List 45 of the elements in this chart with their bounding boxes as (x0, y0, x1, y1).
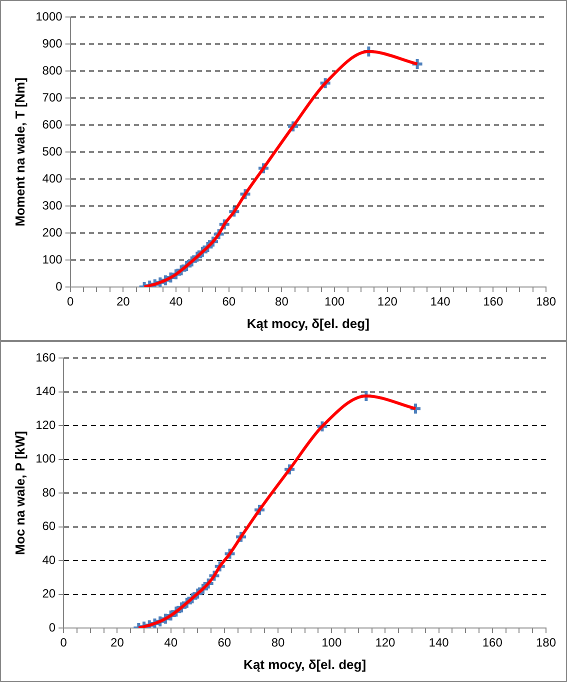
x-tick-label: 140 (428, 636, 450, 650)
y-tick-label: 0 (56, 279, 63, 294)
x-tick-label: 40 (164, 636, 178, 650)
y-tick-label: 60 (42, 519, 56, 534)
x-tick-label: 180 (536, 294, 556, 309)
y-tick-label: 100 (36, 452, 56, 466)
y-axis-title: Moc na wale, P [kW] (12, 430, 28, 556)
y-axis-title: Moment na wale, T [Nm] (12, 78, 28, 226)
x-tick-label: 60 (218, 636, 232, 650)
x-tick-label: 120 (377, 294, 398, 309)
y-tick-label: 100 (42, 252, 63, 266)
y-tick-label: 600 (42, 117, 63, 132)
y-tick-label: 900 (42, 36, 63, 50)
x-tick-label: 100 (324, 294, 345, 309)
y-tick-label: 40 (42, 552, 56, 567)
x-tick-label: 120 (375, 636, 396, 650)
x-tick-label: 40 (169, 294, 183, 309)
y-tick-label: 140 (36, 384, 56, 398)
x-tick-label: 80 (275, 294, 289, 309)
y-tick-label: 200 (42, 225, 63, 240)
y-tick-label: 300 (42, 198, 63, 212)
y-tick-label: 120 (36, 418, 56, 432)
y-tick-label: 700 (42, 90, 63, 104)
x-tick-label: 160 (483, 294, 504, 309)
x-tick-label: 160 (482, 636, 503, 650)
y-tick-label: 160 (36, 350, 56, 364)
y-tick-label: 0 (48, 620, 56, 634)
y-tick-label: 80 (42, 485, 56, 500)
x-tick-label: 140 (430, 294, 451, 309)
y-tick-label: 1000 (36, 9, 63, 24)
x-tick-label: 80 (271, 636, 286, 650)
y-tick-label: 800 (42, 63, 63, 78)
y-tick-label: 500 (42, 144, 63, 158)
x-tick-label: 0 (66, 294, 74, 309)
x-tick-label: 100 (322, 636, 342, 650)
x-tick-label: 20 (116, 294, 130, 309)
y-tick-label: 20 (42, 586, 56, 601)
y-tick-label: 400 (42, 171, 63, 186)
x-tick-label: 180 (536, 636, 556, 650)
line-series (142, 50, 419, 287)
x-tick-label: 20 (110, 636, 124, 650)
x-axis-title: Kąt mocy, δ[el. deg] (246, 316, 370, 331)
x-tick-label: 60 (222, 294, 236, 309)
line-series (137, 394, 417, 628)
x-axis-title: Kąt mocy, δ[el. deg] (244, 656, 366, 672)
